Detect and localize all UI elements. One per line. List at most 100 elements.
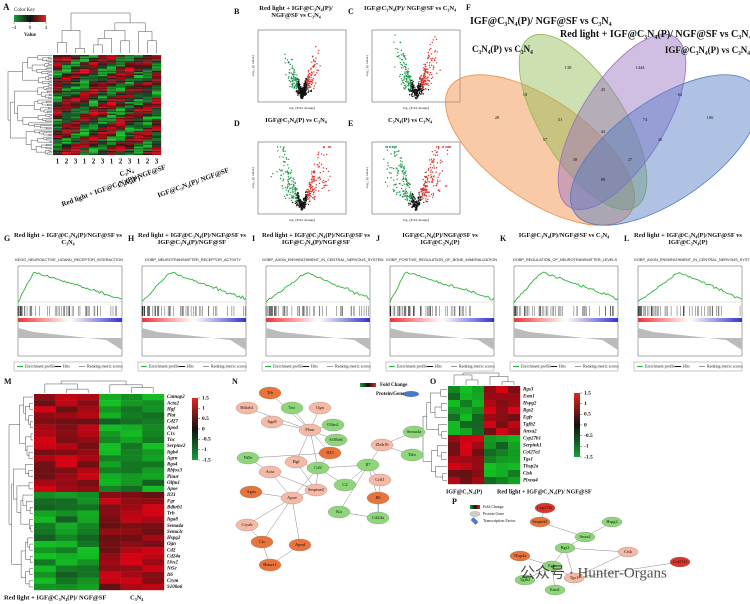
heatmap-cell (484, 442, 497, 450)
heatmap-cell (116, 60, 126, 63)
volcano-point (423, 184, 425, 186)
heatmap-cell (116, 103, 126, 106)
heatmap-cell (77, 559, 100, 566)
volcano-point (421, 77, 424, 79)
heatmap-cell (134, 60, 144, 63)
heatmap-cell (62, 112, 72, 114)
heatmap-cell (107, 137, 117, 140)
volcano-point (409, 193, 412, 195)
volcano-point (296, 196, 299, 199)
panel-label: N (232, 377, 238, 386)
heatmap-cell (107, 109, 117, 111)
heatmap-cell (89, 152, 99, 154)
volcano-point (398, 165, 400, 167)
heatmap-cell (62, 75, 72, 77)
heatmap-cell (99, 522, 121, 529)
heatmap-cell (125, 66, 135, 68)
heatmap-cell (125, 90, 135, 93)
volcano-point (422, 178, 425, 181)
heatmap-cell (71, 146, 81, 148)
volcano-point (294, 200, 297, 202)
heatmap-cell (62, 147, 72, 150)
heatmap-cell (116, 69, 126, 71)
volcano-point (402, 180, 404, 183)
heatmap-cell (62, 153, 72, 156)
volcano-point (301, 94, 303, 96)
heatmap-cell (125, 130, 135, 133)
volcano-point (284, 53, 286, 55)
heatmap-cell (98, 96, 108, 98)
heatmap-cell (125, 79, 135, 81)
volcano-point (410, 198, 412, 200)
volcano-point (327, 170, 330, 173)
volcano-point (315, 186, 317, 189)
heatmap-cell (120, 400, 143, 407)
heatmap-cell (53, 75, 63, 77)
heatmap-cell (99, 473, 121, 480)
heatmap-cell (125, 136, 135, 138)
volcano-point (428, 181, 431, 183)
heatmap-cell (99, 485, 121, 493)
heatmap-cell (125, 99, 135, 101)
network-node (514, 574, 536, 586)
heatmap-cell (107, 140, 117, 143)
volcano-point (282, 149, 284, 151)
volcano-point (318, 49, 320, 52)
network-node (366, 511, 390, 525)
heatmap-cell (98, 120, 108, 123)
heatmap-cell (116, 130, 126, 133)
heatmap-cell (89, 150, 99, 153)
volcano-point (431, 180, 434, 182)
heatmap-cell (34, 400, 56, 407)
heatmap-cell (125, 123, 135, 126)
volcano-point (419, 197, 421, 199)
volcano-point (434, 149, 436, 152)
volcano-point (306, 84, 309, 87)
heatmap-cell (107, 70, 117, 73)
heatmap-cell (55, 430, 78, 438)
heatmap-cell (62, 149, 72, 151)
volcano-point (421, 93, 423, 95)
heatmap-cell (80, 152, 90, 154)
panel-label: G (4, 234, 10, 243)
heatmap-cell (99, 504, 121, 511)
volcano-point (283, 165, 285, 167)
heatmap-cell (152, 92, 162, 94)
volcano-point (297, 77, 299, 80)
heatmap-cell (62, 65, 72, 67)
heatmap-cell (34, 492, 56, 499)
volcano-point (311, 171, 313, 173)
heatmap-cell (98, 56, 108, 58)
heatmap-cell (116, 62, 126, 64)
volcano-point (438, 174, 440, 176)
volcano-point (300, 92, 303, 94)
heatmap-cell (77, 449, 100, 456)
heatmap-cell (143, 63, 153, 66)
volcano-point (298, 92, 300, 94)
heatmap-cell (107, 90, 117, 93)
volcano-point (307, 71, 309, 73)
volcano-point (306, 78, 309, 81)
enrichment-curve (513, 271, 619, 304)
volcano-point (429, 163, 432, 166)
heatmap-cell (496, 407, 509, 415)
volcano-point (295, 201, 298, 204)
heatmap-cell (80, 127, 90, 130)
volcano-point (297, 198, 299, 200)
volcano-point (418, 203, 421, 206)
heatmap-cell (152, 70, 162, 73)
heatmap-cell (134, 69, 144, 71)
volcano-point (285, 74, 287, 76)
heatmap-cell (120, 406, 143, 413)
heatmap-cell (116, 85, 126, 87)
heatmap-cell (460, 386, 473, 394)
volcano-point (297, 203, 299, 205)
node-label: Il33 (326, 450, 334, 455)
heatmap-cell (472, 407, 485, 415)
volcano-point (320, 153, 323, 155)
volcano-point (291, 58, 293, 61)
volcano-point (405, 67, 407, 69)
volcano-point (281, 169, 283, 172)
heatmap-cell (80, 153, 90, 156)
heatmap-cell (89, 149, 99, 151)
